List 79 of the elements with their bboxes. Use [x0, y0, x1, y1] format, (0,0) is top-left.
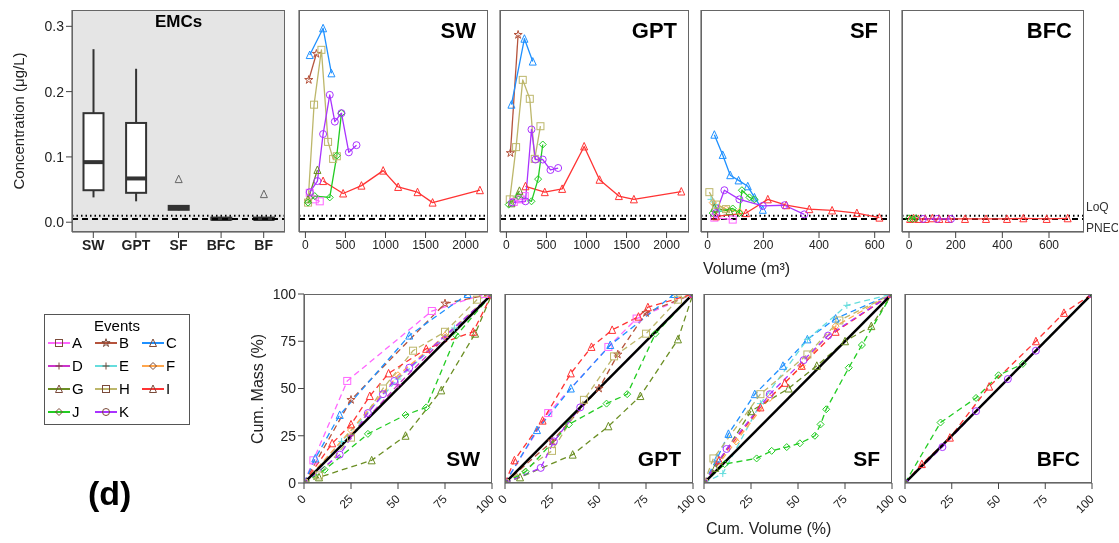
x-tick-label: 50 — [584, 491, 605, 512]
legend-label: H — [119, 380, 130, 397]
x-tick-label: 0 — [294, 491, 310, 507]
x-tick-label: 2000 — [452, 237, 480, 252]
x-tick-label: 200 — [753, 237, 774, 252]
x-tick-label: 75 — [430, 491, 451, 512]
x-axis-title: Volume (m³) — [703, 260, 791, 278]
y-tick-label: 0 — [288, 474, 297, 491]
y-tick-label: 0.3 — [44, 18, 65, 35]
legend-label: F — [166, 357, 176, 374]
x-tick-label: 75 — [631, 491, 652, 512]
x-tick-label: 1500 — [613, 237, 641, 252]
x-tick-label: 1000 — [372, 237, 400, 252]
x-tick-label: 50 — [783, 491, 804, 512]
x-tick-label: 2000 — [653, 237, 681, 252]
x-tick-label: 50 — [383, 491, 404, 512]
x-tick-label: 0 — [495, 491, 511, 507]
x-axis-title: Cum. Volume (%) — [706, 520, 832, 538]
y-tick-label: 75 — [280, 333, 297, 350]
x-tick-label: 25 — [937, 491, 957, 512]
legend-label: J — [72, 403, 80, 420]
x-tick-label: 1500 — [412, 237, 440, 252]
y-tick-label: 25 — [280, 427, 297, 444]
x-tick-label: SW — [82, 236, 106, 253]
x-tick-label: 75 — [830, 491, 851, 512]
chart-title: BFC — [1026, 18, 1072, 44]
x-tick-label: 500 — [335, 237, 356, 252]
x-tick-label: 0 — [503, 237, 511, 252]
legend-label: A — [72, 334, 83, 351]
x-tick-label: 600 — [864, 237, 886, 252]
chart-title: SW — [440, 18, 476, 44]
chart-title: SF — [849, 18, 878, 44]
y-axis-title: Cum. Mass (%) — [249, 333, 267, 444]
text: (d) — [88, 474, 132, 513]
x-tick-label: 200 — [945, 237, 966, 252]
x-tick-label: 1000 — [573, 237, 601, 252]
legend-label: B — [119, 334, 130, 351]
y-tick-label: 0.1 — [44, 148, 65, 165]
ref-line-label: PNEC — [1086, 220, 1119, 235]
text: SF — [853, 447, 880, 471]
x-tick-label: 100 — [472, 491, 498, 517]
text: GPT — [637, 447, 681, 471]
chart-title: GPT — [631, 18, 677, 44]
y-tick-label: 0.2 — [44, 83, 65, 100]
legend-label: I — [166, 380, 171, 397]
x-tick-label: 600 — [1038, 237, 1060, 252]
x-tick-label: 50 — [984, 491, 1004, 512]
x-tick-label: 0 — [694, 491, 710, 507]
x-tick-label: 100 — [1072, 491, 1098, 517]
x-tick-label: 0 — [905, 237, 913, 252]
legend-label: C — [166, 334, 177, 351]
x-tick-label: 25 — [537, 491, 558, 512]
legend-label: G — [72, 380, 84, 397]
text: SW — [446, 447, 480, 471]
x-tick-label: BFC — [206, 236, 236, 253]
x-tick-label: SF — [169, 236, 188, 253]
legend-label: E — [119, 357, 130, 374]
x-tick-label: 25 — [736, 491, 757, 512]
x-tick-label: 500 — [536, 237, 557, 252]
x-tick-label: 0 — [704, 237, 712, 252]
x-tick-label: 400 — [809, 237, 830, 252]
x-tick-label: 0 — [895, 491, 911, 507]
x-tick-label: 75 — [1030, 491, 1051, 512]
ref-line-label: LoQ — [1086, 199, 1109, 214]
legend-label: K — [119, 403, 130, 420]
x-tick-label: 0 — [302, 237, 310, 252]
legend-title: Events — [93, 317, 141, 334]
x-tick-label: 400 — [992, 237, 1013, 252]
x-tick-label: GPT — [121, 236, 151, 253]
y-tick-label: 50 — [280, 380, 297, 397]
chart-title: EMCs — [153, 12, 204, 32]
legend-label: D — [72, 357, 83, 374]
y-tick-label: 0.0 — [44, 214, 65, 231]
text: BFC — [1036, 447, 1080, 471]
x-tick-label: 25 — [336, 491, 357, 512]
x-tick-label: 100 — [872, 491, 898, 517]
y-axis-title: Concentration (μg/L) — [9, 52, 27, 190]
y-tick-label: 100 — [272, 285, 297, 302]
x-tick-label: BF — [254, 236, 274, 253]
